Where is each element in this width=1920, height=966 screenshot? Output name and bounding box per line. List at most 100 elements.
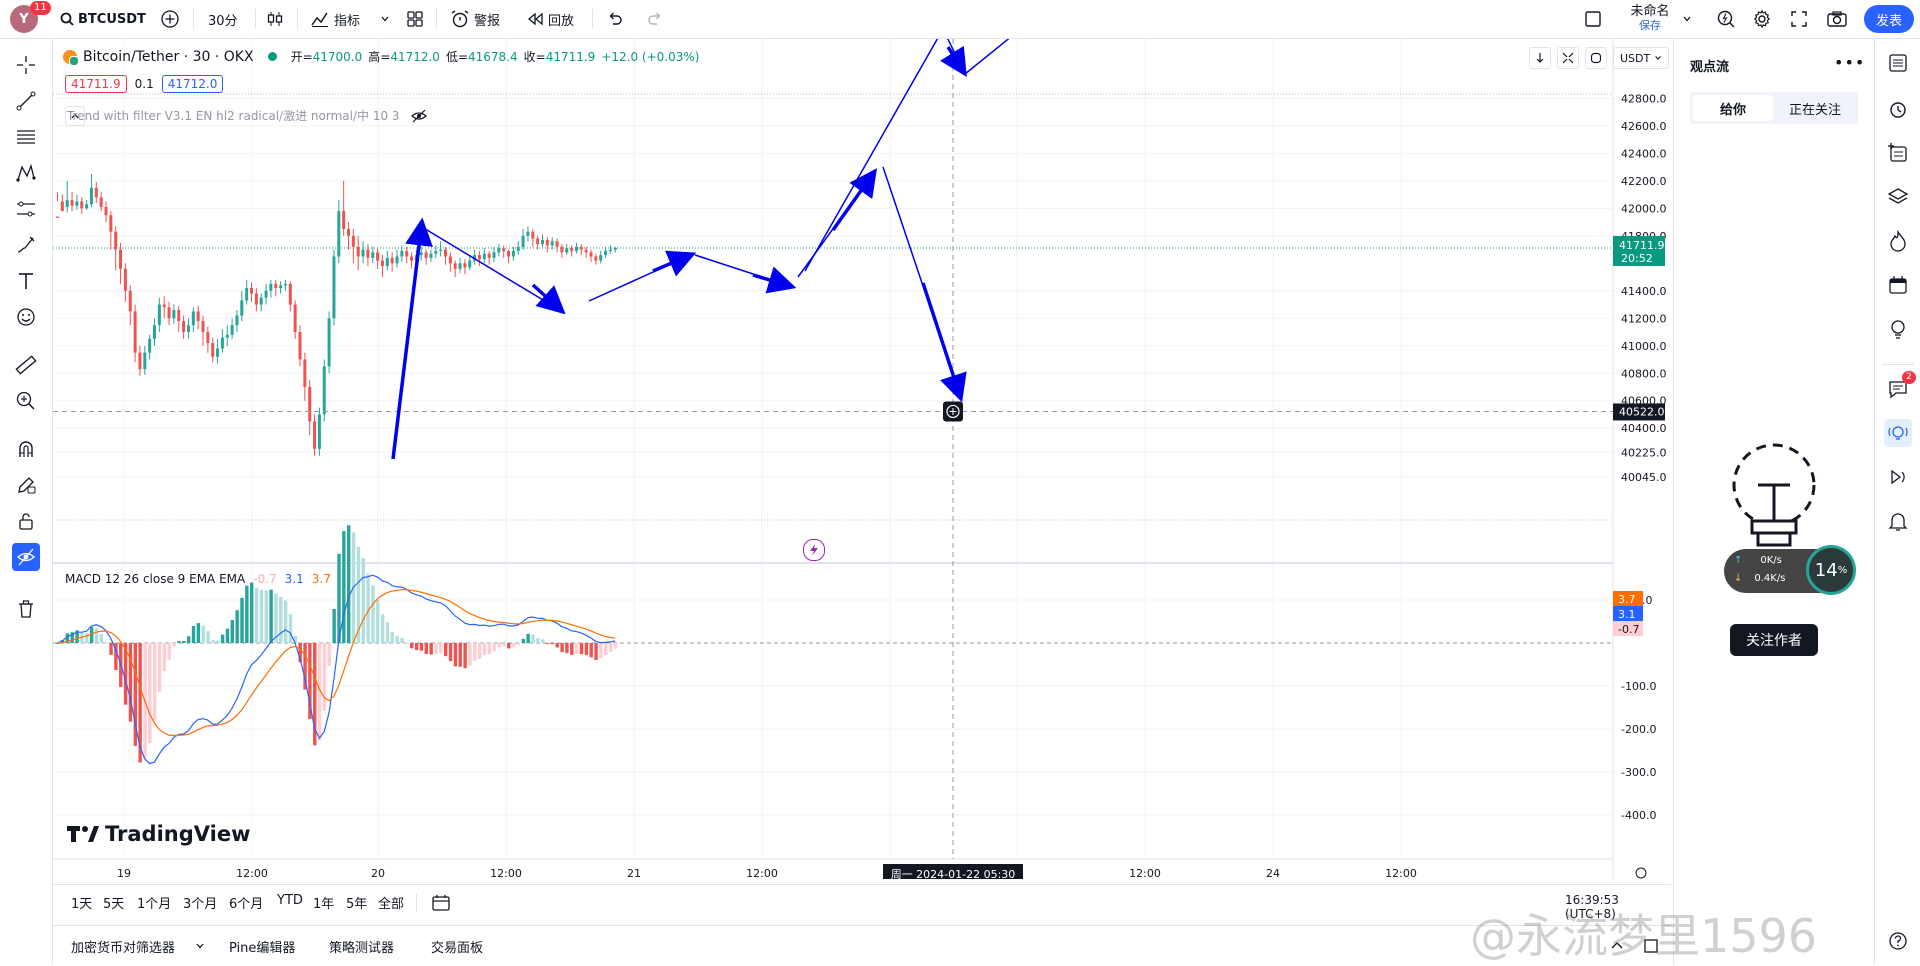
tab-following[interactable]: 正在关注 [1788,102,1841,118]
alert-button[interactable]: 警报 [450,0,500,38]
range-6m-button[interactable]: 6个月 [229,897,264,912]
ruler-tool[interactable] [12,351,40,379]
trend-line-tool[interactable] [12,87,40,115]
ideas-stream-button[interactable] [1884,419,1912,447]
macd-legend[interactable]: MACD 12 26 close 9 EMA EMA -0.7 3.1 3.7 [65,572,331,586]
delete-drawings-tool[interactable] [12,595,40,623]
candle-body [186,325,190,333]
currency-dropdown[interactable]: USDT [1613,47,1670,69]
chevron-down-icon[interactable] [195,941,205,951]
macd-histogram-bar [376,599,380,643]
hotlists-button[interactable] [1884,227,1912,255]
tab-for-you[interactable]: 给你 [1693,95,1773,121]
layout-name-button[interactable]: 未命名 保存 [1622,5,1678,33]
settings-button[interactable] [1752,0,1772,38]
chart-type-button[interactable] [266,0,284,38]
symbol-search[interactable]: BTCUSDT [60,0,146,38]
lock-tool[interactable] [12,507,40,535]
text-tool[interactable] [12,267,40,295]
candle-body [70,200,74,206]
top-toolbar: Y 11 BTCUSDT 30分 指标 警报 回放 [0,0,1920,39]
calendar-button[interactable] [1884,271,1912,299]
candle-body [351,235,355,247]
candle-body [599,255,603,261]
layers-button[interactable] [1884,183,1912,211]
indicators-button[interactable]: 指标 [310,0,360,38]
price-chart[interactable]: 42800.042600.042400.042200.042000.041800… [53,39,1671,879]
zoom-tool[interactable] [12,387,40,415]
chart-area[interactable]: 42800.042600.042400.042200.042000.041800… [53,39,1671,879]
maximize-pane-button[interactable] [1557,47,1579,69]
publish-button[interactable]: 发表 [1864,5,1914,33]
macd-histogram-bar [250,582,254,643]
follow-authors-button[interactable]: 关注作者 [1730,624,1818,656]
help-button[interactable] [1884,927,1912,955]
notifications-button[interactable] [1884,507,1912,535]
sell-price-button[interactable]: 41711.9 [65,75,127,93]
range-5y-button[interactable]: 5年 [346,897,368,912]
fib-tool[interactable] [12,123,40,151]
undo-button[interactable] [606,0,624,38]
pattern-tool[interactable] [12,159,40,187]
layout-button[interactable] [406,0,424,38]
tv-logo-icon [67,826,99,842]
candles-icon [267,12,283,26]
events-marker[interactable] [803,539,825,561]
emoji-tool[interactable] [12,303,40,331]
brush-tool[interactable] [12,231,40,259]
range-ytd-button[interactable]: YTD [277,893,303,908]
candle-body [473,255,477,261]
replay-button[interactable]: 回放 [526,0,574,38]
scroll-down-button[interactable] [1529,47,1551,69]
maximize-panel-icon[interactable] [1643,938,1659,954]
range-1m-button[interactable]: 1个月 [137,897,172,912]
network-speed-widget[interactable]: ↑ 0K/s ↓ 0.4K/s 14% [1724,545,1856,595]
eye-off-icon[interactable] [410,109,428,123]
buy-price-button[interactable]: 41712.0 [161,75,224,93]
redo-button[interactable] [646,0,664,38]
range-all-button[interactable]: 全部 [378,897,405,912]
upload-arrow-icon: ↑ [1734,555,1743,566]
symbol-title[interactable]: Bitcoin/Tether · 30 · OKX [83,48,254,65]
tab-pine-editor[interactable]: Pine编辑器 [229,941,296,956]
date-range-bar: 1天 5天 1个月 3个月 6个月 YTD 1年 5年 全部 16:39:53 … [53,884,1671,921]
macd-histogram-bar [395,636,399,643]
chevron-up-icon[interactable] [1609,938,1625,954]
go-to-date-button[interactable] [431,893,451,917]
interval-button[interactable]: 30分 [208,0,238,38]
quick-search-button[interactable] [1716,0,1736,38]
lock-drawing-mode-tool[interactable] [12,471,40,499]
fullscreen-layout-toggle[interactable] [1584,0,1602,38]
user-menu[interactable]: Y 11 [10,0,51,38]
tradingview-logo[interactable]: TradingView [67,822,250,846]
range-1d-button[interactable]: 1天 [71,897,93,912]
more-options-icon[interactable]: ••• [1834,53,1866,72]
alerts-button[interactable] [1884,95,1912,123]
range-5d-button[interactable]: 5天 [103,897,125,912]
layers-icon [1887,188,1909,204]
snapshot-button[interactable] [1826,0,1848,38]
indicator-legend[interactable]: Trend with filter V3.1 EN hl2 radical/激进… [67,107,428,124]
tab-crypto-screener[interactable]: 加密货币对筛选器 [71,941,176,956]
avatar[interactable]: Y 11 [10,1,51,33]
ideas-button[interactable] [1884,315,1912,343]
reset-chart-button[interactable] [1585,47,1607,69]
streams-button[interactable] [1884,463,1912,491]
timezone-clock[interactable]: 16:39:53 (UTC+8) [1565,893,1619,921]
chats-button[interactable]: 2 [1884,371,1916,403]
collapse-legend-button[interactable] [65,106,85,126]
indicators-dropdown[interactable] [380,0,390,38]
range-3m-button[interactable]: 3个月 [183,897,218,912]
magnet-tool[interactable] [12,435,40,463]
prediction-tool[interactable] [12,195,40,223]
watchlist-button[interactable] [1884,49,1912,77]
crosshair-tool[interactable] [12,51,40,79]
tab-strategy-tester[interactable]: 策略测试器 [329,941,395,956]
layout-dropdown[interactable] [1682,0,1692,38]
hide-drawings-tool[interactable] [12,543,40,571]
tab-trading-panel[interactable]: 交易面板 [431,941,484,956]
fullscreen-button[interactable] [1790,0,1808,38]
object-tree-button[interactable] [1884,139,1912,167]
range-1y-button[interactable]: 1年 [313,897,335,912]
compare-symbol-button[interactable] [160,0,180,38]
